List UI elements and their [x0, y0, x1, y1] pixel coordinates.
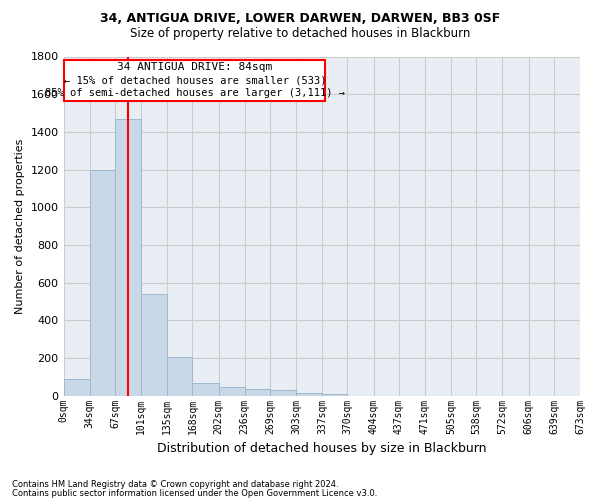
Text: 34 ANTIGUA DRIVE: 84sqm: 34 ANTIGUA DRIVE: 84sqm — [117, 62, 272, 72]
Bar — [141, 294, 167, 396]
Text: 85% of semi-detached houses are larger (3,111) →: 85% of semi-detached houses are larger (… — [45, 88, 345, 98]
Text: Contains HM Land Registry data © Crown copyright and database right 2024.: Contains HM Land Registry data © Crown c… — [12, 480, 338, 489]
Text: Size of property relative to detached houses in Blackburn: Size of property relative to detached ho… — [130, 28, 470, 40]
Bar — [89, 170, 115, 396]
Bar — [270, 390, 296, 396]
Bar — [64, 378, 89, 396]
Bar — [322, 394, 347, 396]
Text: ← 15% of detached houses are smaller (533): ← 15% of detached houses are smaller (53… — [64, 76, 326, 86]
Bar — [218, 386, 245, 396]
Bar — [296, 394, 322, 396]
Bar — [167, 357, 193, 396]
Text: Contains public sector information licensed under the Open Government Licence v3: Contains public sector information licen… — [12, 488, 377, 498]
Text: 34, ANTIGUA DRIVE, LOWER DARWEN, DARWEN, BB3 0SF: 34, ANTIGUA DRIVE, LOWER DARWEN, DARWEN,… — [100, 12, 500, 26]
FancyBboxPatch shape — [64, 60, 325, 101]
X-axis label: Distribution of detached houses by size in Blackburn: Distribution of detached houses by size … — [157, 442, 487, 455]
Bar — [245, 389, 270, 396]
Bar — [193, 384, 218, 396]
Bar — [115, 118, 141, 396]
Y-axis label: Number of detached properties: Number of detached properties — [15, 138, 25, 314]
